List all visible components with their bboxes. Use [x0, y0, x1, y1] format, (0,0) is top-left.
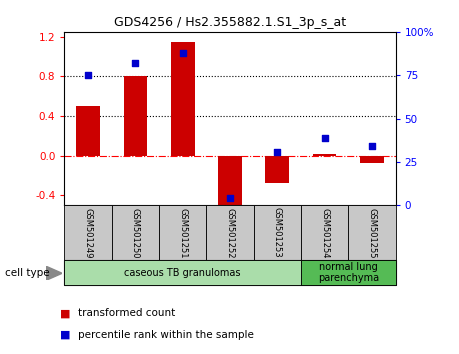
- Text: GSM501255: GSM501255: [367, 207, 375, 258]
- Text: GSM501250: GSM501250: [131, 207, 140, 258]
- Text: transformed count: transformed count: [78, 308, 175, 318]
- Point: [368, 143, 375, 149]
- Bar: [76, 106, 100, 156]
- Bar: [312, 154, 336, 156]
- Bar: [64, 205, 112, 260]
- Point: [273, 149, 280, 154]
- Text: GSM501254: GSM501254: [319, 207, 328, 258]
- Title: GDS4256 / Hs2.355882.1.S1_3p_s_at: GDS4256 / Hs2.355882.1.S1_3p_s_at: [114, 16, 345, 29]
- Text: caseous TB granulomas: caseous TB granulomas: [124, 268, 241, 278]
- Bar: [123, 76, 147, 156]
- Bar: [159, 205, 206, 260]
- Point: [131, 60, 139, 66]
- Text: ■: ■: [60, 308, 70, 318]
- Bar: [112, 205, 159, 260]
- Bar: [218, 156, 241, 205]
- Bar: [64, 260, 300, 285]
- Point: [226, 195, 233, 201]
- Bar: [170, 42, 194, 156]
- Bar: [359, 156, 383, 163]
- Text: GSM501251: GSM501251: [178, 207, 187, 258]
- Bar: [253, 205, 300, 260]
- Bar: [300, 260, 395, 285]
- Text: ■: ■: [60, 330, 70, 339]
- Text: cell type: cell type: [5, 268, 49, 278]
- Point: [84, 73, 91, 78]
- Bar: [347, 205, 395, 260]
- Bar: [300, 205, 347, 260]
- Bar: [206, 205, 253, 260]
- Text: normal lung
parenchyma: normal lung parenchyma: [317, 262, 378, 284]
- Text: GSM501253: GSM501253: [272, 207, 281, 258]
- Point: [320, 135, 328, 141]
- Text: percentile rank within the sample: percentile rank within the sample: [78, 330, 253, 339]
- Text: GSM501249: GSM501249: [84, 207, 92, 258]
- Point: [179, 50, 186, 56]
- Bar: [265, 156, 289, 183]
- Polygon shape: [46, 266, 62, 280]
- Text: GSM501252: GSM501252: [225, 207, 234, 258]
